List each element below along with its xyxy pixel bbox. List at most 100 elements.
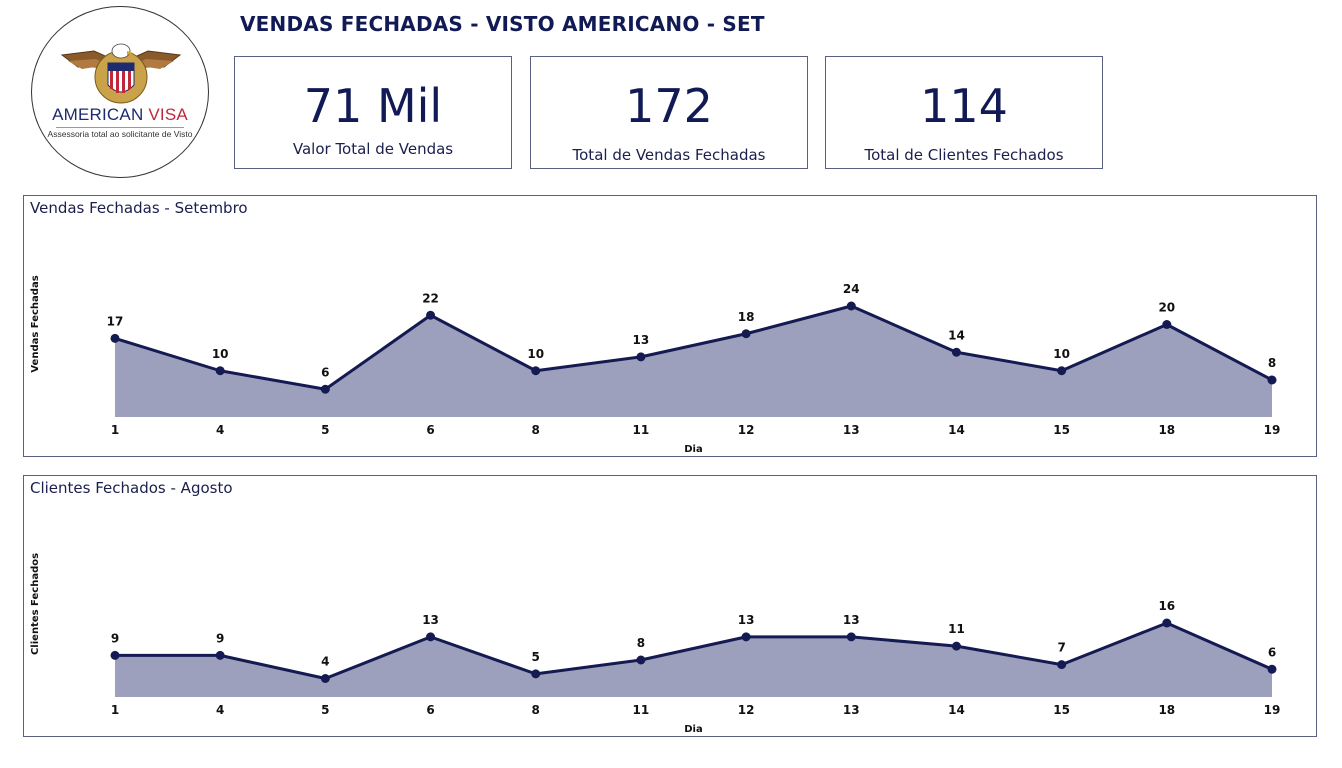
logo-wordmark: AMERICAN VISA <box>52 105 188 124</box>
data-label: 6 <box>1268 645 1276 659</box>
data-label: 9 <box>216 631 224 645</box>
chart-panel-sales-september: Vendas Fechadas - Setembro 17 1 10 4 6 5 22 6 10… <box>23 195 1317 457</box>
kpi-value: 71 Mil <box>303 79 443 133</box>
data-point[interactable] <box>1162 618 1172 628</box>
data-label: 13 <box>633 333 650 347</box>
kpi-card-total-sales-value: 71 Mil Valor Total de Vendas <box>234 56 512 169</box>
x-tick-label: 14 <box>948 703 965 717</box>
x-axis-label: Dia <box>684 444 702 455</box>
data-point[interactable] <box>215 366 225 376</box>
kpi-value: 172 <box>625 79 713 133</box>
chart-title: Clientes Fechados - Agosto <box>30 479 233 497</box>
eagle-shield-icon <box>60 43 182 104</box>
data-point[interactable] <box>1267 664 1277 674</box>
kpi-card-closed-sales: 172 Total de Vendas Fechadas <box>530 56 808 169</box>
data-label: 14 <box>948 328 965 342</box>
page-title: VENDAS FECHADAS - VISTO AMERICANO - SET <box>240 12 765 36</box>
x-tick-label: 12 <box>738 423 755 437</box>
x-tick-label: 14 <box>948 423 965 437</box>
kpi-label: Valor Total de Vendas <box>292 140 454 158</box>
series-line <box>114 304 1273 391</box>
data-label: 10 <box>212 347 229 361</box>
y-axis-label: Vendas Fechadas <box>30 275 41 372</box>
data-point[interactable] <box>1162 320 1172 329</box>
data-point[interactable] <box>531 366 541 376</box>
data-point[interactable] <box>215 650 225 660</box>
x-tick-label: 1 <box>111 703 119 717</box>
kpi-label: Total de Vendas Fechadas <box>572 146 766 164</box>
data-point[interactable] <box>741 632 751 642</box>
data-label: 13 <box>738 613 755 627</box>
data-point[interactable] <box>636 655 646 665</box>
kpi-value: 114 <box>920 79 1008 133</box>
sales-area-chart: 17 1 10 4 6 5 22 6 10 8 13 11 18 12 24 13 14 14 10 15 20 18 8 1… <box>30 275 1281 455</box>
data-label: 5 <box>532 650 540 664</box>
data-point[interactable] <box>1267 375 1277 385</box>
x-tick-label: 12 <box>738 703 755 717</box>
x-tick-label: 13 <box>843 423 860 437</box>
clients-area-chart: 919445136588111312131311147151618619DiaC… <box>30 553 1281 735</box>
x-axis-label: Dia <box>684 724 702 735</box>
chart-title: Vendas Fechadas - Setembro <box>30 199 248 217</box>
x-tick-label: 5 <box>321 423 329 437</box>
data-label: 11 <box>948 622 965 636</box>
x-tick-label: 4 <box>216 703 224 717</box>
x-tick-label: 13 <box>843 703 860 717</box>
data-label: 24 <box>843 282 860 296</box>
data-point[interactable] <box>951 347 961 357</box>
logo-divider <box>56 127 184 128</box>
data-label: 7 <box>1057 641 1065 655</box>
data-label: 22 <box>422 291 439 305</box>
x-tick-label: 8 <box>532 423 540 437</box>
x-tick-label: 11 <box>633 423 650 437</box>
data-point[interactable] <box>951 641 961 651</box>
data-label: 10 <box>527 347 544 361</box>
x-tick-label: 15 <box>1053 423 1070 437</box>
x-tick-label: 19 <box>1264 703 1281 717</box>
chart-panel-clients-august: Clientes Fechados - Agosto 9 1 9 4 4 5 13 6 5 8 8 1… <box>23 475 1317 737</box>
american-visa-logo: AMERICAN VISA Assessoria total ao solici… <box>31 6 209 178</box>
data-point[interactable] <box>426 310 436 320</box>
kpi-card-closed-clients: 114 Total de Clientes Fechados <box>825 56 1103 169</box>
data-point[interactable] <box>320 674 330 683</box>
x-tick-label: 1 <box>111 423 119 437</box>
series-line <box>115 621 1273 680</box>
data-point[interactable] <box>1057 660 1067 670</box>
data-point[interactable] <box>846 632 856 642</box>
area-fill <box>115 306 1272 417</box>
data-label: 20 <box>1158 301 1175 315</box>
data-point[interactable] <box>320 384 330 394</box>
data-label: 6 <box>321 365 329 379</box>
data-label: 4 <box>321 655 329 669</box>
x-tick-label: 11 <box>633 703 650 717</box>
y-axis-label: Clientes Fechados <box>30 553 41 655</box>
data-label: 13 <box>843 613 860 627</box>
data-label: 13 <box>422 613 439 627</box>
x-tick-label: 4 <box>216 423 224 437</box>
data-point[interactable] <box>741 329 751 339</box>
x-tick-label: 19 <box>1264 423 1281 437</box>
data-label: 9 <box>111 631 119 645</box>
data-point[interactable] <box>426 632 436 642</box>
data-label: 17 <box>107 314 124 328</box>
x-tick-label: 18 <box>1158 703 1175 717</box>
data-point[interactable] <box>636 352 646 362</box>
x-tick-label: 18 <box>1158 423 1175 437</box>
data-point[interactable] <box>846 301 856 311</box>
data-point[interactable] <box>1057 366 1067 376</box>
x-tick-label: 6 <box>426 423 434 437</box>
x-tick-label: 6 <box>426 703 434 717</box>
data-label: 16 <box>1158 599 1175 613</box>
x-tick-label: 8 <box>532 703 540 717</box>
x-tick-label: 15 <box>1053 703 1070 717</box>
data-label: 8 <box>637 636 645 650</box>
data-label: 18 <box>738 310 755 324</box>
data-label: 10 <box>1053 347 1070 361</box>
x-tick-label: 5 <box>321 703 329 717</box>
data-label: 8 <box>1268 356 1276 370</box>
data-point[interactable] <box>110 333 120 343</box>
logo-tagline: Assessoria total ao solicitante de Visto <box>47 129 193 139</box>
data-point[interactable] <box>110 650 120 660</box>
kpi-label: Total de Clientes Fechados <box>864 146 1064 164</box>
data-point[interactable] <box>531 669 541 679</box>
